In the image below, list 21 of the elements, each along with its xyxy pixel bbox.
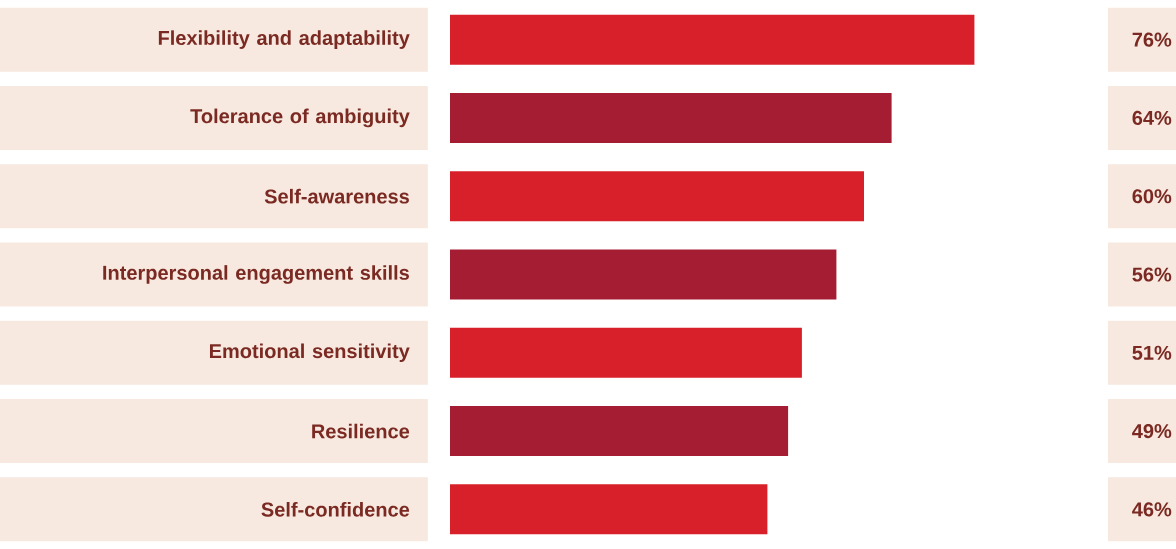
data-label: 49%: [1132, 424, 1172, 439]
data-label: 64%: [1132, 110, 1172, 126]
y-tick-label: Flexibility and adaptability: [158, 30, 410, 49]
bar: [450, 406, 789, 457]
bar: [450, 92, 892, 143]
data-label: 56%: [1132, 267, 1172, 282]
data-label: 60%: [1132, 189, 1172, 204]
data-label: 76%: [1132, 32, 1172, 47]
bar: [450, 14, 975, 65]
bar: [450, 327, 802, 378]
y-tick-label: Resilience: [312, 423, 410, 439]
bar: [450, 249, 837, 300]
y-tick-label: Tolerance of ambiguity: [190, 108, 410, 128]
data-label: 46%: [1132, 502, 1172, 517]
y-tick-label: Interpersonal engagement skills: [103, 265, 409, 284]
bar: [450, 484, 768, 535]
data-label: 51%: [1132, 345, 1172, 360]
y-tick-label: Self-awareness: [264, 188, 409, 204]
y-tick-label: Self-confidence: [261, 502, 410, 517]
bar: [450, 171, 864, 222]
y-tick-label: Emotional sensitivity: [209, 343, 410, 363]
